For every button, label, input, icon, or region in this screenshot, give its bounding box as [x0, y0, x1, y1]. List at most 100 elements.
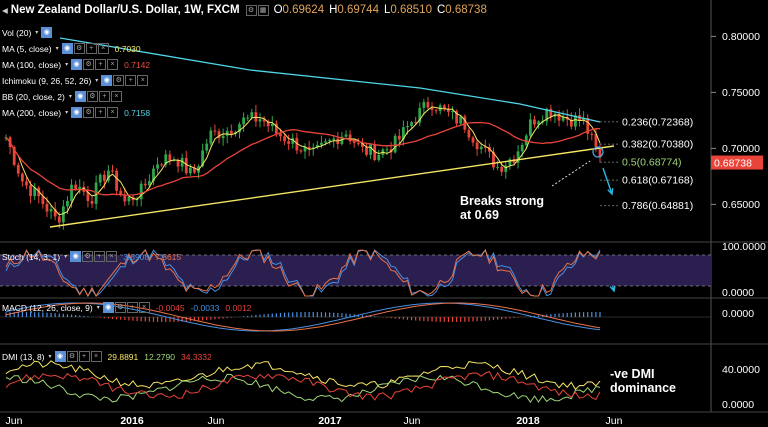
ohlc-value-h: 0.69744	[337, 4, 379, 16]
candle-body	[295, 138, 299, 151]
candle-body	[221, 135, 225, 139]
candle-body	[377, 155, 381, 160]
more-icon[interactable]: +	[85, 43, 97, 54]
ohlc-label-h: H	[329, 4, 338, 16]
visibility-icon[interactable]: ◉	[70, 251, 82, 262]
price-tick-label: 0.75000	[722, 87, 760, 99]
close-icon[interactable]: ×	[137, 75, 149, 86]
candle-body	[447, 108, 450, 112]
candle-body	[270, 123, 274, 127]
candle-body	[57, 216, 61, 223]
candle-body	[365, 146, 368, 155]
more-icon[interactable]: +	[126, 302, 138, 313]
settings-icon[interactable]: ⚙	[73, 43, 85, 54]
close-icon[interactable]: ×	[97, 43, 109, 54]
dropdown-icon[interactable]: ▾	[65, 110, 69, 116]
fib-level-label: 0.618(0.67168)	[622, 175, 693, 187]
indicator-legend-row[interactable]: Ichimoku (9, 26, 52, 26) ▾ ◉ ⚙ + ×	[2, 74, 149, 87]
indicator-label: Vol (20)	[2, 27, 32, 38]
settings-icon[interactable]: ⚙	[83, 107, 95, 118]
settings-icon[interactable]: ⚙	[245, 4, 257, 16]
visibility-icon[interactable]: ◉	[71, 59, 83, 70]
candle-body	[373, 144, 377, 160]
fib-level-label: 0.786(0.64881)	[622, 200, 693, 212]
dropdown-icon[interactable]: ▾	[96, 305, 100, 311]
dropdown-icon[interactable]: ▾	[65, 62, 69, 68]
close-icon[interactable]: ×	[90, 351, 102, 362]
fib-level-label: 0.236(0.72368)	[622, 116, 693, 128]
ohlc-value-c: 0.68738	[445, 4, 487, 16]
visibility-icon[interactable]: ◉	[71, 107, 83, 118]
visibility-icon[interactable]: ◉	[54, 351, 66, 362]
collapse-icon[interactable]: ◂	[2, 5, 8, 17]
close-icon[interactable]: ×	[138, 302, 150, 313]
price-tick-label: 0.80000	[722, 31, 760, 43]
close-icon[interactable]: ×	[110, 91, 122, 102]
dmi-adx-line	[5, 360, 601, 391]
settings-icon[interactable]: ⚙	[66, 351, 78, 362]
indicator-value: 3.8908	[123, 251, 150, 262]
indicator-legend-row[interactable]: BB (20, close, 2) ▾ ◉ ⚙ + ×	[2, 90, 122, 103]
close-icon[interactable]: ×	[106, 251, 118, 262]
close-icon[interactable]: ×	[107, 59, 119, 70]
dmi-legend[interactable]: DMI (13, 8) ▾ ◉ ⚙ + × 29.8891 12.2790 34.3332	[2, 350, 212, 363]
dropdown-icon[interactable]: ▾	[68, 94, 72, 100]
visibility-icon[interactable]: ◉	[61, 43, 73, 54]
candle-body	[172, 159, 176, 161]
more-icon[interactable]: +	[125, 75, 137, 86]
more-icon[interactable]: +	[98, 91, 110, 102]
candle-body	[127, 196, 131, 202]
candle-body	[74, 184, 78, 190]
more-icon[interactable]: +	[94, 251, 106, 262]
indicator-legend-row[interactable]: MA (5, close) ▾ ◉ ⚙ + × 0.7030	[2, 42, 141, 55]
visibility-icon[interactable]: ◉	[74, 91, 86, 102]
fib-level-label: 0.382(0.70380)	[622, 139, 693, 151]
indicator-legend-row[interactable]: Vol (20) ▾ ◉	[2, 26, 53, 39]
more-icon[interactable]: +	[95, 59, 107, 70]
more-icon[interactable]: +	[78, 351, 90, 362]
macd-legend[interactable]: MACD (12, 26, close, 9) ▾ ◉ ⚙ + × -0.0045 -0.00…	[2, 301, 251, 314]
dropdown-icon[interactable]: ▾	[55, 46, 59, 52]
settings-icon[interactable]: ⚙	[86, 91, 98, 102]
dropdown-icon[interactable]: ▾	[48, 354, 52, 360]
indicator-legend-row[interactable]: MA (200, close) ▾ ◉ ⚙ + × 0.7158	[2, 106, 150, 119]
candle-body	[262, 119, 266, 122]
visibility-icon[interactable]: ◉	[102, 302, 114, 313]
indicator-legend-row[interactable]: MA (100, close) ▾ ◉ ⚙ + × 0.7142	[2, 58, 150, 71]
indicator-label: MA (100, close)	[2, 59, 62, 70]
candle-body	[61, 206, 65, 223]
candle-body	[590, 133, 594, 135]
candle-body	[361, 143, 364, 147]
candle-body	[393, 135, 397, 153]
candle-body	[53, 209, 57, 217]
candle-body	[467, 129, 471, 138]
ma100-line	[5, 121, 600, 196]
more-icon[interactable]: +	[95, 107, 107, 118]
dropdown-icon[interactable]: ▾	[95, 78, 99, 84]
indicator-value: 0.0012	[225, 302, 252, 313]
candle-body	[352, 141, 356, 144]
format-icon[interactable]: ▦	[257, 4, 269, 16]
candle-body	[508, 159, 512, 166]
settings-icon[interactable]: ⚙	[82, 251, 94, 262]
stoch-legend[interactable]: Stoch (14, 3, 1) ▾ ◉ ⚙ + × 3.8908 7.8615	[2, 250, 181, 263]
dropdown-icon[interactable]: ▾	[64, 254, 68, 260]
candle-body	[537, 121, 540, 125]
settings-icon[interactable]: ⚙	[114, 302, 126, 313]
candle-body	[164, 154, 168, 165]
candle-body	[20, 173, 24, 182]
candle-body	[533, 119, 536, 125]
settings-icon[interactable]: ⚙	[113, 75, 125, 86]
candle-body	[33, 187, 37, 197]
candle-body	[328, 139, 332, 142]
candle-body	[463, 116, 467, 130]
dropdown-icon[interactable]: ▾	[35, 30, 39, 36]
candle-body	[356, 143, 360, 145]
candle-body	[406, 126, 409, 128]
visibility-icon[interactable]: ◉	[101, 75, 113, 86]
title-row: ◂ New Zealand Dollar/U.S. Dollar, 1W, FXC…	[2, 2, 487, 18]
close-icon[interactable]: ×	[107, 107, 119, 118]
visibility-icon[interactable]: ◉	[41, 27, 53, 38]
settings-icon[interactable]: ⚙	[83, 59, 95, 70]
